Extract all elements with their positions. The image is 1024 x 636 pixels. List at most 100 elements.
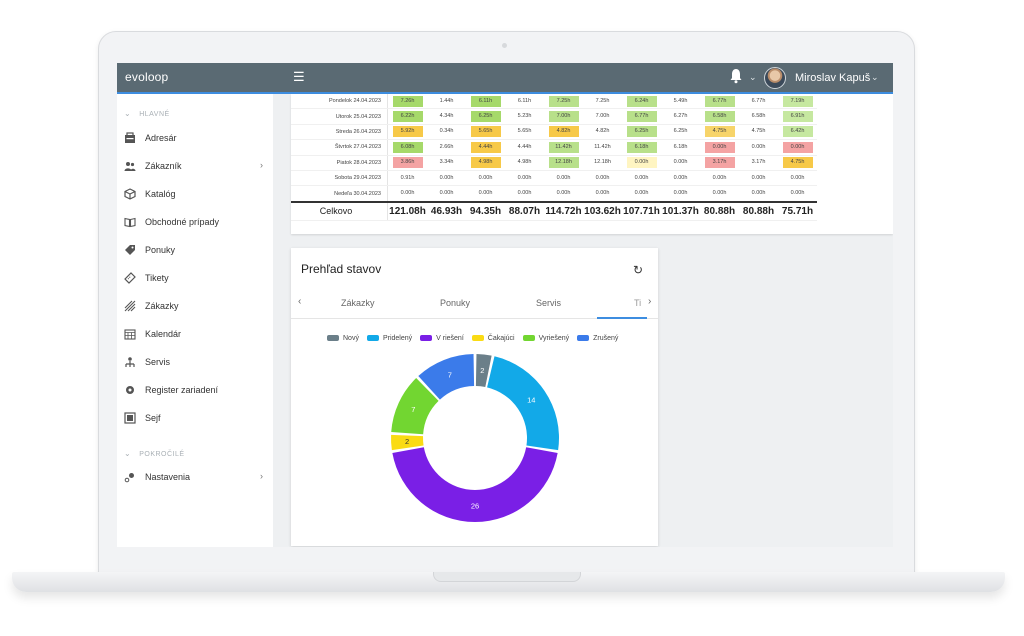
table-cell: 5.92h — [387, 124, 427, 141]
tab-ponuky[interactable]: Ponuky — [440, 298, 471, 308]
row-day: Sobota 29.04.2023 — [291, 170, 388, 187]
legend-item[interactable]: Čakajúci — [471, 335, 515, 342]
sidebar-item-label: Ponuky — [145, 245, 176, 255]
sidebar-item-katalog[interactable]: Katalóg — [124, 186, 269, 204]
sidebar-item-sejf[interactable]: Sejf — [124, 410, 269, 428]
chevron-right-icon: › — [260, 471, 263, 481]
sidebar-item-servis[interactable]: Servis — [124, 354, 269, 372]
legend-label: Pridelený — [382, 335, 413, 342]
table-cell: 0.91h — [387, 170, 427, 187]
table-cell: 5.65h — [466, 124, 505, 141]
hours-value: 6.77h — [751, 97, 766, 104]
hours-value: 6.22h — [392, 111, 423, 123]
table-row: Štvrtok 27.04.2023 6.08h 2.66h 4.44h 4.44h 11… — [291, 139, 817, 156]
table-cell: 12.18h — [544, 155, 583, 171]
hours-value: 12.18h — [594, 159, 611, 166]
hours-value: 6.91h — [782, 111, 813, 123]
legend-item[interactable]: Pridelený — [366, 335, 413, 342]
avatar[interactable] — [764, 67, 786, 89]
tab-servis[interactable]: Servis — [536, 298, 562, 308]
sidebar-item-label: Adresár — [145, 133, 177, 143]
row-day: Utorok 25.04.2023 — [291, 108, 388, 125]
section-label: POKROČILÉ — [139, 451, 185, 458]
hours-value: 6.18h — [673, 143, 688, 150]
sidebar-item-obchodne-pripady[interactable]: Obchodné prípady — [124, 214, 269, 232]
bell-icon[interactable] — [729, 68, 743, 84]
donut-slice[interactable] — [392, 447, 558, 522]
table-row: Utorok 25.04.2023 6.22h 4.34h 6.25h 5.23h 7.0… — [291, 108, 817, 125]
total-value: 75.71h — [778, 200, 817, 221]
hours-value: 0.00h — [704, 141, 735, 153]
table-cell: 0.00h — [505, 170, 544, 187]
table-cell: 4.75h — [739, 124, 778, 141]
table-cell: 4.75h — [778, 155, 817, 171]
sidebar-item-tikety[interactable]: Tikety — [124, 270, 269, 288]
book-icon — [124, 217, 136, 228]
table-cell: 6.11h — [466, 94, 505, 110]
table-cell: 6.91h — [778, 108, 817, 125]
sidebar-item-kalendar[interactable]: Kalendár — [124, 326, 269, 344]
hours-value: 4.82h — [548, 126, 579, 138]
legend-item[interactable]: V riešení — [420, 335, 464, 342]
user-name[interactable]: Miroslav Kapuš — [795, 72, 871, 84]
sidebar-item-nastavenia[interactable]: Nastavenia › — [124, 469, 269, 487]
sidebar-item-label: Zákazky — [145, 301, 179, 311]
notification-chevron-down-icon[interactable]: ⌄ — [749, 72, 757, 82]
sidebar-item-adresar[interactable]: Adresár — [124, 130, 269, 148]
table-cell: 3.17h — [700, 155, 739, 171]
tab-tikety[interactable]: Ti — [634, 298, 642, 308]
hours-value: 12.18h — [548, 157, 579, 169]
legend-swatch — [577, 335, 590, 341]
hours-value: 0.00h — [790, 190, 805, 197]
table-cell: 3.34h — [427, 155, 466, 171]
hours-value: 7.00h — [595, 113, 610, 120]
sidebar-section-advanced[interactable]: ⌄ POKROČILÉ — [124, 449, 185, 458]
donut-slice[interactable] — [391, 434, 424, 451]
legend-label: V riešení — [436, 335, 464, 342]
total-value: 80.88h — [739, 200, 778, 221]
hours-value: 0.00h — [439, 174, 454, 181]
table-cell: 0.00h — [778, 170, 817, 187]
legend-item[interactable]: Zrušený — [577, 335, 618, 342]
total-value: 46.93h — [427, 200, 466, 221]
hamburger-icon[interactable]: ☰ — [293, 69, 305, 84]
hours-value: 11.42h — [548, 141, 579, 153]
table-cell: 4.44h — [466, 139, 505, 156]
app-logo[interactable]: evoloop — [125, 70, 169, 84]
hours-value: 3.17h — [751, 159, 766, 166]
hours-value: 6.58h — [751, 113, 766, 120]
tabs-prev-arrow[interactable]: ‹ — [298, 296, 302, 307]
table-cell: 6.25h — [622, 124, 661, 141]
table-cell: 3.17h — [739, 155, 778, 171]
slice-value-label: 2 — [405, 437, 409, 446]
hours-value: 6.08h — [392, 141, 423, 153]
hours-value: 3.17h — [704, 157, 735, 169]
tabs-next-arrow[interactable]: › — [648, 296, 652, 307]
sidebar-item-zakaznik[interactable]: Zákazník › — [124, 158, 269, 176]
tab-zakazky[interactable]: Zákazky — [341, 298, 375, 308]
legend-item[interactable]: Nový — [327, 335, 359, 342]
sidebar-item-ponuky[interactable]: Ponuky — [124, 242, 269, 260]
donut-slice[interactable] — [391, 378, 439, 435]
legend-item[interactable]: Vyriešený — [522, 335, 569, 342]
table-row: Sobota 29.04.2023 0.91h 0.00h 0.00h 0.00h 0.0… — [291, 170, 817, 187]
table-cell: 7.00h — [544, 108, 583, 125]
refresh-icon[interactable]: ↻ — [633, 263, 644, 277]
laptop-base — [12, 572, 1005, 592]
legend-swatch — [327, 335, 339, 341]
table-cell: 0.00h — [739, 170, 778, 187]
sidebar-item-register-zariadeni[interactable]: Register zariadení — [124, 382, 269, 400]
table-cell: 4.75h — [700, 124, 739, 141]
table-cell: 0.00h — [544, 170, 583, 187]
hours-value: 6.25h — [673, 128, 688, 135]
hours-value: 0.00h — [673, 174, 688, 181]
user-chevron-down-icon[interactable]: ⌄ — [871, 72, 879, 82]
donut-slice[interactable] — [475, 354, 492, 388]
donut-slice[interactable] — [487, 356, 559, 451]
hours-value: 4.44h — [517, 143, 532, 150]
sidebar-item-zakazky[interactable]: Zákazky — [124, 298, 269, 316]
sidebar-section-main[interactable]: ⌄ HLAVNÉ — [124, 109, 170, 118]
donut-slice[interactable] — [418, 354, 475, 400]
hours-value: 5.65h — [470, 126, 501, 138]
total-value: 107.71h — [622, 200, 661, 221]
